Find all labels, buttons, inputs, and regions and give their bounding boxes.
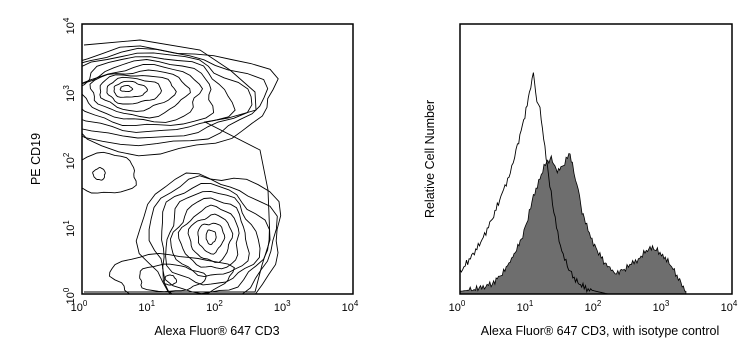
- contour-line: [82, 47, 269, 147]
- contour-line: [165, 190, 261, 286]
- contour-line: [170, 197, 250, 278]
- x-tick-label: 100: [449, 299, 466, 314]
- contour-line: [83, 39, 271, 293]
- contour-line: [187, 213, 234, 263]
- plot-frame: [81, 23, 354, 295]
- y-tick-label: 102: [62, 152, 77, 169]
- y-tick-label: 104: [62, 17, 77, 34]
- x-tick-labels: 100 101 102 103 104: [71, 299, 359, 314]
- x-tick-labels: 100 101 102 103 104: [449, 299, 738, 314]
- contour-line: [92, 167, 106, 181]
- x-tick-label: 104: [721, 299, 738, 314]
- x-tick-label: 103: [274, 299, 291, 314]
- histogram-filled-series: [460, 152, 687, 294]
- contour-line: [82, 151, 137, 194]
- x-tick-label: 102: [206, 299, 223, 314]
- contour-line: [163, 274, 178, 286]
- contour-lines: [82, 39, 282, 294]
- y-tick-label: 101: [62, 220, 77, 237]
- contour-plot: 100 101 102 103 104 100 101 102 103 104 Alexa Fl…: [29, 17, 359, 338]
- contour-line: [109, 252, 235, 294]
- x-tick-label: 104: [342, 299, 359, 314]
- y-axis-label: PE CD19: [29, 133, 43, 185]
- contour-line: [99, 74, 177, 112]
- x-tick-label: 100: [71, 299, 88, 314]
- contour-line: [82, 64, 204, 123]
- x-tick-label: 103: [653, 299, 670, 314]
- contour-line: [161, 183, 270, 294]
- plot-frame: [459, 23, 733, 295]
- contour-line: [148, 175, 278, 294]
- contour-line: [139, 263, 207, 293]
- histogram-outline-series: [460, 72, 609, 294]
- x-tick-label: 101: [517, 299, 534, 314]
- contour-line: [205, 229, 217, 246]
- x-axis-label: Alexa Fluor® 647 CD3: [154, 324, 279, 338]
- contour-line: [82, 56, 236, 133]
- histogram-plot: 100 101 102 103 104 Alexa Fluor® 647 CD3, wi…: [423, 23, 738, 338]
- contour-line: [82, 52, 253, 139]
- x-axis-label: Alexa Fluor® 647 CD3, with isotype contr…: [481, 324, 719, 338]
- contour-line: [89, 69, 191, 119]
- contour-line: [197, 222, 226, 255]
- contour-line: [106, 76, 162, 105]
- contour-line: [119, 85, 134, 93]
- y-tick-label: 103: [62, 85, 77, 102]
- x-tick-label: 102: [585, 299, 602, 314]
- contour-line: [135, 172, 282, 294]
- contour-line: [82, 45, 279, 157]
- contour-line: [177, 204, 240, 270]
- histogram-series: [460, 72, 687, 294]
- y-tick-labels: 100 101 102 103 104: [62, 17, 77, 304]
- contour-line: [113, 80, 148, 98]
- y-tick-label: 100: [62, 287, 77, 304]
- x-tick-label: 101: [138, 299, 155, 314]
- y-axis-label: Relative Cell Number: [423, 100, 437, 218]
- contour-line: [82, 59, 215, 127]
